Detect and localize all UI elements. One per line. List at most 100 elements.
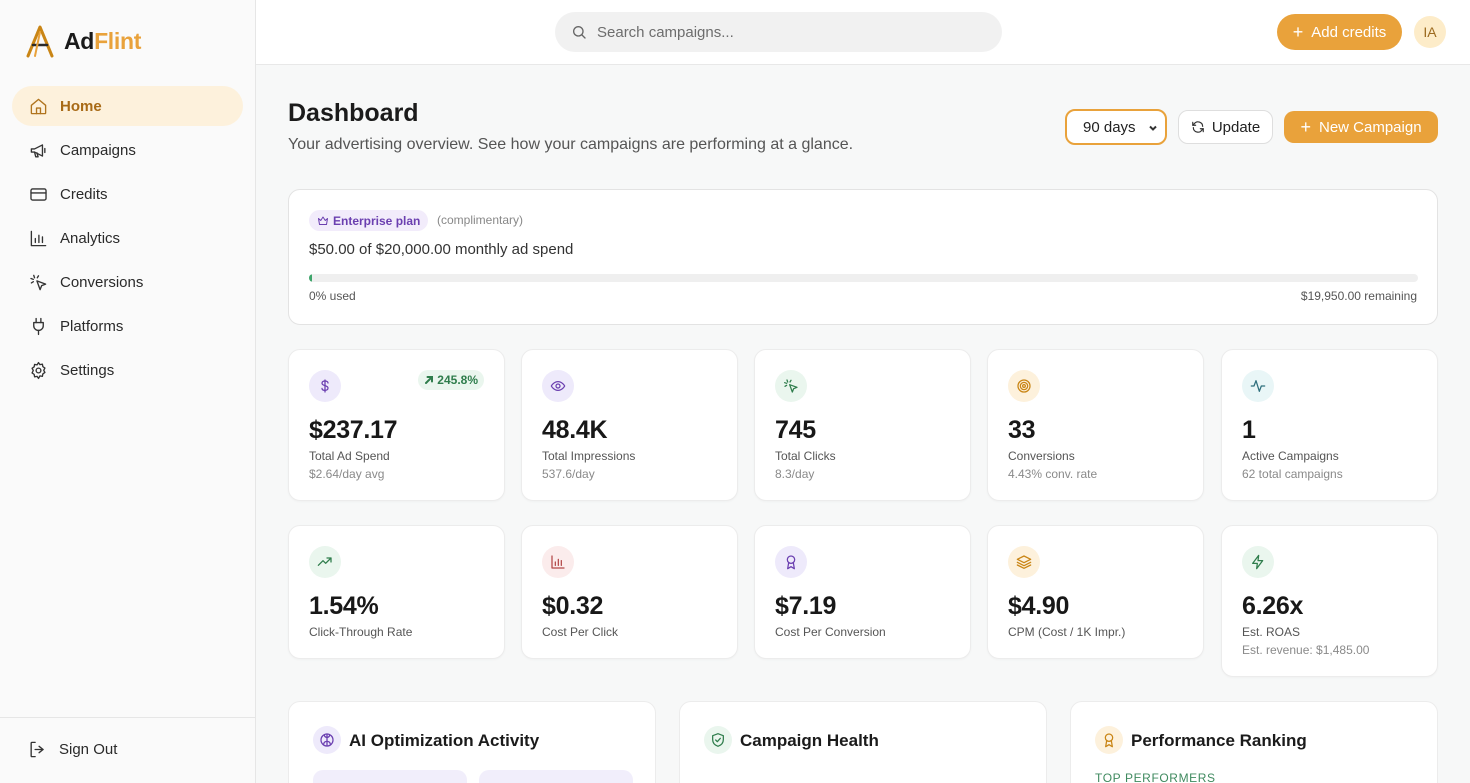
- plan-used-text: 0% used: [309, 289, 356, 303]
- stat-card-ctr[interactable]: 1.54% Click-Through Rate: [288, 525, 505, 659]
- stat-card-active-campaigns[interactable]: 1 Active Campaigns 62 total campaigns: [1221, 349, 1438, 501]
- sidebar-item-settings[interactable]: Settings: [12, 350, 243, 390]
- topbar: + Add credits IA: [256, 0, 1470, 65]
- zap-icon: [1242, 546, 1274, 578]
- page-title: Dashboard: [288, 99, 419, 127]
- new-campaign-label: New Campaign: [1318, 118, 1422, 136]
- activity-icon: [1242, 370, 1274, 402]
- stat-label: Active Campaigns: [1242, 449, 1339, 463]
- date-range-value: 90 days: [1083, 118, 1136, 136]
- sidebar-item-campaigns[interactable]: Campaigns: [12, 130, 243, 170]
- stat-sub: 537.6/day: [542, 467, 595, 481]
- stat-card-total-ad-spend[interactable]: 245.8% $237.17 Total Ad Spend $2.64/day …: [288, 349, 505, 501]
- stat-card-total-clicks[interactable]: 745 Total Clicks 8.3/day: [754, 349, 971, 501]
- sidebar-item-label: Credits: [60, 185, 108, 203]
- stat-value: 33: [1008, 416, 1036, 444]
- add-credits-button[interactable]: + Add credits: [1277, 14, 1402, 50]
- dollar-icon: [309, 370, 341, 402]
- refresh-icon: [1191, 121, 1204, 133]
- stat-card-roas[interactable]: 6.26x Est. ROAS Est. revenue: $1,485.00: [1221, 525, 1438, 677]
- credit-card-icon: [28, 184, 48, 204]
- eye-icon: [542, 370, 574, 402]
- bar-chart-icon: [542, 546, 574, 578]
- stat-label: Cost Per Conversion: [775, 625, 886, 639]
- stat-label: Total Ad Spend: [309, 449, 390, 463]
- plug-icon: [28, 316, 48, 336]
- growth-badge: 245.8%: [418, 370, 484, 390]
- sidebar-item-label: Home: [60, 97, 102, 115]
- panel-title: Campaign Health: [740, 731, 879, 750]
- stat-card-cpm[interactable]: $4.90 CPM (Cost / 1K Impr.): [987, 525, 1204, 659]
- search-icon: [573, 26, 586, 39]
- sidebar-item-conversions[interactable]: Conversions: [12, 262, 243, 302]
- plan-note: (complimentary): [437, 213, 524, 227]
- stat-value: 6.26x: [1242, 592, 1304, 620]
- date-range-select[interactable]: 90 days: [1065, 109, 1167, 145]
- top-performers-caption: TOP PERFORMERS: [1095, 771, 1216, 783]
- update-button[interactable]: Update: [1178, 110, 1273, 144]
- stat-sub: 4.43% conv. rate: [1008, 467, 1098, 481]
- new-campaign-button[interactable]: + New Campaign: [1284, 111, 1438, 143]
- panel-title: Performance Ranking: [1131, 731, 1307, 750]
- stat-value: 745: [775, 416, 816, 444]
- ai-optimization-panel: AI Optimization Activity: [288, 701, 656, 783]
- plan-usage-card: Enterprise plan (complimentary) $50.00 o…: [288, 189, 1438, 325]
- sidebar-item-analytics[interactable]: Analytics: [12, 218, 243, 258]
- performance-ranking-panel: Performance Ranking TOP PERFORMERS: [1070, 701, 1438, 783]
- plan-remaining-text: $19,950.00 remaining: [1300, 289, 1417, 303]
- sidebar-item-label: Campaigns: [60, 141, 136, 159]
- megaphone-icon: [28, 140, 48, 160]
- sidebar-item-credits[interactable]: Credits: [12, 174, 243, 214]
- stat-label: Total Clicks: [775, 449, 836, 463]
- tab-placeholder[interactable]: [479, 770, 633, 783]
- campaign-health-panel: Campaign Health: [679, 701, 1047, 783]
- brand-logo[interactable]: AdFlint: [24, 24, 141, 58]
- avatar[interactable]: IA: [1414, 16, 1446, 48]
- stat-label: Cost Per Click: [542, 625, 619, 639]
- stat-label: Est. ROAS: [1242, 625, 1301, 639]
- page-subtitle: Your advertising overview. See how your …: [288, 136, 854, 153]
- sidebar-item-platforms[interactable]: Platforms: [12, 306, 243, 346]
- stat-card-total-impressions[interactable]: 48.4K Total Impressions 537.6/day: [521, 349, 738, 501]
- spend-progress-fill: [309, 274, 312, 282]
- stat-value: $4.90: [1008, 592, 1070, 620]
- sidebar-nav: Home Campaigns Credits Analytics Convers…: [12, 86, 243, 394]
- flint-logo-icon: [26, 25, 54, 58]
- stat-card-conversions[interactable]: 33 Conversions 4.43% conv. rate: [987, 349, 1204, 501]
- add-credits-label: Add credits: [1311, 23, 1387, 41]
- cursor-click-icon: [28, 272, 48, 292]
- gear-icon: [28, 360, 48, 380]
- trending-up-icon: [309, 546, 341, 578]
- award-icon: [775, 546, 807, 578]
- home-icon: [28, 96, 48, 116]
- stat-sub: $2.64/day avg: [309, 467, 385, 481]
- sidebar-item-home[interactable]: Home: [12, 86, 243, 126]
- stat-value: $237.17: [309, 416, 398, 444]
- sidebar-item-label: Analytics: [60, 229, 121, 247]
- brand-name: AdFlint: [64, 27, 142, 54]
- search-input[interactable]: [597, 23, 977, 41]
- sidebar-item-label: Settings: [60, 361, 115, 379]
- plus-icon: +: [1292, 22, 1304, 42]
- plan-badge: Enterprise plan: [309, 210, 429, 231]
- panel-title: AI Optimization Activity: [349, 731, 540, 750]
- stat-value: $0.32: [542, 592, 604, 620]
- stat-label: Conversions: [1008, 449, 1075, 463]
- layers-icon: [1008, 546, 1040, 578]
- stat-value: 1.54%: [309, 592, 379, 620]
- stat-label: Total Impressions: [542, 449, 636, 463]
- sidebar-footer: Sign Out: [0, 717, 255, 783]
- search-bar[interactable]: [555, 12, 1002, 52]
- stat-sub: 8.3/day: [775, 467, 815, 481]
- cursor-click-icon: [775, 370, 807, 402]
- sign-out-button[interactable]: Sign Out: [28, 740, 117, 759]
- stat-card-cpc[interactable]: $0.32 Cost Per Click: [521, 525, 738, 659]
- award-icon: [1095, 726, 1123, 754]
- tab-placeholder[interactable]: [313, 770, 467, 783]
- spend-progress-bar: [309, 274, 1418, 282]
- arrow-up-right-icon: [425, 376, 434, 384]
- stat-card-cost-per-conversion[interactable]: $7.19 Cost Per Conversion: [754, 525, 971, 659]
- update-label: Update: [1211, 118, 1261, 136]
- stat-label: CPM (Cost / 1K Impr.): [1008, 625, 1126, 639]
- target-icon: [1008, 370, 1040, 402]
